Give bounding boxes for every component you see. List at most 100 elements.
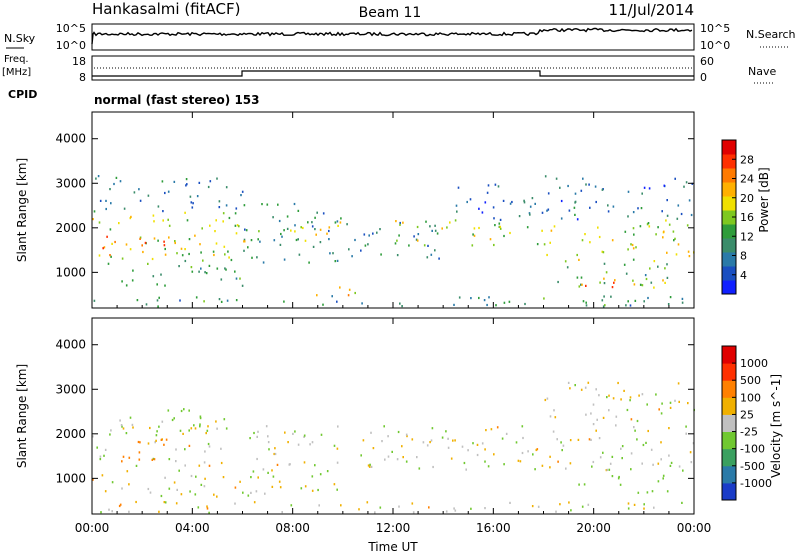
- data-cell: [164, 501, 167, 504]
- data-cell: [494, 183, 497, 186]
- data-cell: [135, 500, 137, 504]
- data-cell: [662, 474, 665, 477]
- data-cell: [168, 224, 171, 227]
- data-cell: [521, 451, 524, 455]
- data-cell: [675, 253, 678, 256]
- data-cell: [331, 295, 333, 298]
- data-cell: [441, 436, 444, 439]
- data-cell: [222, 476, 225, 479]
- data-cell: [292, 432, 294, 435]
- colorbar-tick-label: 16: [740, 211, 754, 224]
- colorbar-swatch: [722, 280, 736, 295]
- data-cell: [648, 187, 651, 190]
- data-cell: [453, 303, 455, 306]
- data-cell: [399, 221, 401, 225]
- data-cell: [158, 425, 160, 428]
- data-cell: [641, 393, 644, 396]
- data-cell: [264, 492, 266, 495]
- data-cell: [640, 207, 643, 210]
- data-cell: [372, 447, 375, 450]
- data-cell: [268, 448, 270, 451]
- data-cell: [553, 225, 556, 228]
- data-cell: [244, 228, 246, 231]
- data-cell: [601, 250, 604, 253]
- data-cell: [381, 440, 383, 443]
- data-cell: [619, 483, 622, 486]
- data-cell: [139, 199, 142, 202]
- data-cell: [467, 449, 469, 452]
- data-cell: [454, 219, 457, 222]
- data-cell: [535, 448, 538, 452]
- data-cell: [567, 381, 570, 384]
- data-cell: [109, 433, 111, 436]
- data-band: [95, 175, 244, 213]
- data-cell: [234, 224, 237, 227]
- data-cell: [649, 267, 651, 270]
- data-cell: [668, 454, 670, 457]
- colorbar-tick-label: 12: [740, 230, 754, 243]
- data-cell: [668, 427, 670, 430]
- data-cell: [153, 220, 155, 223]
- data-cell: [660, 441, 662, 444]
- data-cell: [235, 277, 238, 280]
- data-cell: [334, 221, 337, 224]
- freq-trace: [92, 70, 694, 77]
- data-cell: [416, 239, 419, 242]
- data-cell: [273, 239, 276, 242]
- data-cell: [104, 448, 107, 451]
- data-cell: [198, 270, 200, 273]
- data-cell: [126, 470, 129, 473]
- data-cell: [484, 201, 487, 204]
- data-cell: [224, 253, 226, 256]
- data-cell: [199, 423, 201, 426]
- data-cell: [92, 435, 94, 438]
- data-cell: [673, 239, 675, 242]
- data-cell: [624, 230, 627, 233]
- data-cell: [93, 299, 96, 302]
- data-cell: [503, 463, 505, 466]
- data-cell: [162, 219, 164, 222]
- data-cell: [546, 253, 548, 257]
- data-cell: [223, 418, 226, 421]
- data-cell: [499, 225, 501, 228]
- data-cell: [290, 229, 292, 232]
- nsky-frame: [91, 23, 695, 51]
- data-cell: [608, 394, 610, 397]
- data-cell: [167, 409, 170, 412]
- data-cell: [472, 233, 474, 236]
- data-cell: [618, 475, 620, 479]
- data-band: [92, 469, 338, 498]
- y-tick-label: 3000: [55, 176, 86, 190]
- data-cell: [190, 427, 193, 430]
- data-cell: [300, 226, 302, 229]
- data-band: [549, 423, 695, 472]
- data-cell: [307, 221, 309, 224]
- data-cell: [175, 502, 178, 505]
- data-cell: [317, 488, 319, 492]
- data-cell: [374, 511, 376, 514]
- data-cell: [340, 217, 342, 220]
- data-cell: [434, 224, 436, 227]
- data-cell: [587, 381, 590, 384]
- data-cell: [222, 220, 224, 223]
- data-cell: [239, 277, 241, 280]
- data-cell: [326, 470, 329, 473]
- colorbar-swatch: [722, 168, 736, 183]
- data-cell: [630, 418, 633, 421]
- data-cell: [283, 229, 285, 232]
- data-cell: [508, 300, 511, 303]
- data-cell: [690, 213, 693, 217]
- data-cell: [526, 226, 529, 229]
- data-cell: [278, 219, 281, 223]
- data-cell: [660, 458, 662, 461]
- data-cell: [674, 399, 676, 402]
- data-cell: [160, 273, 162, 276]
- data-cell: [235, 299, 238, 302]
- data-cell: [200, 267, 202, 270]
- data-cell: [669, 464, 672, 467]
- data-cell: [152, 214, 155, 217]
- y-tick-label: 3000: [55, 382, 86, 396]
- data-cell: [200, 483, 203, 486]
- data-cell: [559, 503, 561, 506]
- data-cell: [220, 461, 223, 465]
